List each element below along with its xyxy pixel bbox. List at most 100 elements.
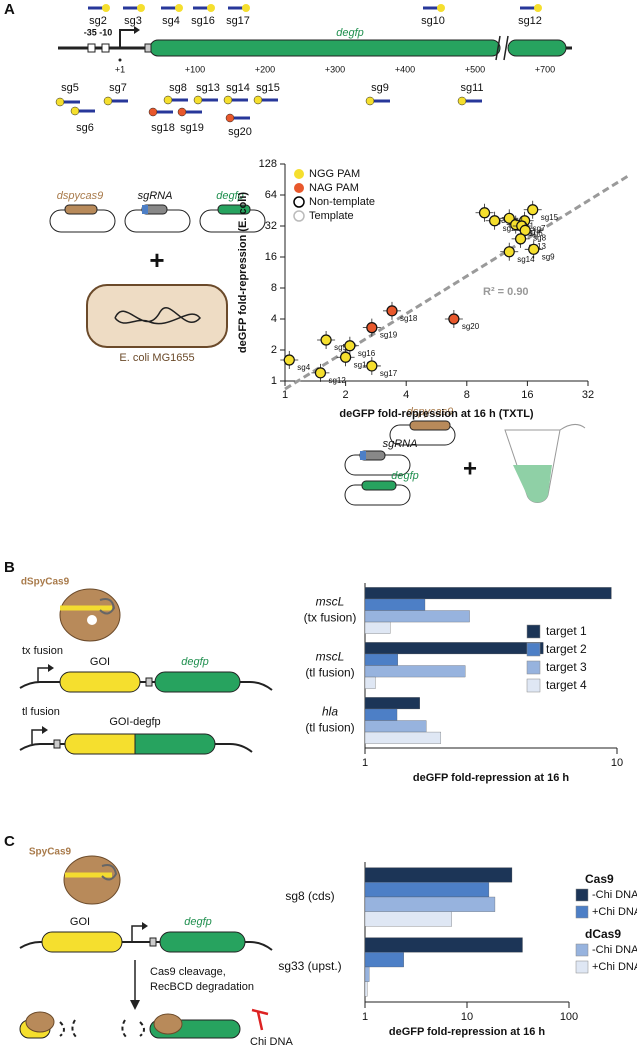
guide-pam: [103, 96, 113, 106]
category-label: mscL: [316, 650, 345, 664]
point-label: sg18: [400, 314, 418, 323]
y-tick-label: 16: [265, 251, 277, 263]
point: [320, 334, 332, 346]
position-label: +300: [325, 64, 345, 74]
x-axis-label: deGFP fold-repression at 16 h (TXTL): [339, 408, 533, 420]
x-tick-label: 8: [464, 389, 470, 401]
point: [340, 351, 352, 363]
x-tick-label: 1: [362, 757, 368, 769]
bar: [364, 598, 426, 611]
bar: [364, 882, 490, 898]
panel-b-diagram: dSpyCas9 tx fusion GOI degfp tl fusion G…: [19, 577, 273, 755]
bar: [364, 697, 420, 710]
x-tick-label: 100: [560, 1011, 578, 1023]
y-tick-label: 4: [271, 313, 277, 325]
guide-label: sg9: [371, 82, 389, 94]
point-label: sg10: [354, 360, 372, 369]
x-tick-label: 1: [362, 1011, 368, 1023]
step-label: RecBCD degradation: [150, 981, 254, 993]
guide-label: sg7: [109, 82, 127, 94]
guide-label: sg16: [191, 15, 215, 27]
plus-sign: +: [463, 455, 477, 482]
panel-label: A: [4, 1, 15, 18]
legend-swatch: [526, 660, 541, 675]
guide-pam: [457, 96, 467, 106]
category-sublabel: (tl fusion): [305, 721, 354, 735]
position-label: +400: [395, 64, 415, 74]
guide-pam: [175, 4, 183, 12]
guide-pam: [70, 106, 80, 116]
protein-label: SpyCas9: [29, 847, 72, 858]
guide-pam: [253, 95, 263, 105]
bar: [364, 896, 496, 912]
bar: [364, 665, 466, 678]
category-label: mscL: [316, 595, 345, 609]
legend-swatch: [575, 960, 589, 974]
legend-swatch: [575, 888, 589, 902]
bar: [364, 981, 368, 997]
x-axis-label: deGFP fold-repression at 16 h: [389, 1026, 546, 1038]
bar: [364, 911, 452, 927]
legend-label: Template: [309, 210, 354, 222]
guide-pam: [207, 4, 215, 12]
legend-swatch: [575, 943, 589, 957]
legend-swatch: [294, 183, 304, 193]
point-label: sg14: [517, 255, 535, 264]
bar: [364, 610, 470, 623]
legend-title: Cas9: [585, 872, 614, 886]
bar: [364, 621, 391, 634]
point: [527, 204, 539, 216]
guide-pam: [365, 96, 375, 106]
position-label: +1: [115, 64, 125, 74]
legend-swatch: [526, 642, 541, 657]
legend-swatch: [575, 905, 589, 919]
guide-pam: [437, 4, 445, 12]
legend-swatch: [526, 678, 541, 693]
protein-label: dSpyCas9: [21, 577, 70, 588]
gene-label: GOI: [90, 656, 110, 668]
bar: [364, 587, 612, 600]
guide-label: sg11: [460, 82, 483, 94]
x-tick-label: 4: [403, 389, 409, 401]
y-tick-label: 8: [271, 282, 277, 294]
legend-label: +Chi DNA: [592, 961, 637, 973]
fit-line: [284, 174, 629, 391]
point-label: sg12: [328, 376, 346, 385]
guide-label: sg15: [256, 82, 280, 94]
guide-label: sg13: [196, 82, 220, 94]
construct-label: tx fusion: [22, 645, 63, 657]
x-tick-label: 10: [461, 1011, 473, 1023]
panel-label: B: [4, 559, 15, 576]
y-tick-label: 1: [271, 375, 277, 387]
legend-label: -Chi DNA: [592, 889, 637, 901]
point-label: sg7: [533, 224, 546, 233]
x-tick-label: 1: [282, 389, 288, 401]
construct-label: tl fusion: [22, 706, 60, 718]
bar: [364, 867, 513, 883]
guide-pam: [223, 95, 233, 105]
legend-label: NAG PAM: [309, 182, 359, 194]
point: [478, 207, 491, 219]
guide-label: sg10: [421, 15, 445, 27]
guide-label: sg5: [61, 82, 79, 94]
bar: [364, 937, 523, 953]
x-tick-label: 10: [611, 757, 623, 769]
position-label: +700: [535, 64, 555, 74]
legend-label: target 1: [546, 624, 587, 638]
guide-pam: [163, 95, 173, 105]
plasmid-label: degfp: [216, 190, 244, 202]
point-label: sg16: [358, 349, 376, 358]
point-label: sg15: [541, 213, 559, 222]
x-tick-label: 16: [521, 389, 533, 401]
legend-label: target 3: [546, 660, 587, 674]
point: [366, 360, 378, 372]
legend-swatch: [526, 624, 541, 639]
category-label: sg33 (upst.): [278, 959, 341, 973]
category-sublabel: (tl fusion): [305, 666, 354, 680]
point-label: sg4: [297, 363, 310, 372]
position-label: +100: [185, 64, 205, 74]
point-label: sg19: [380, 331, 398, 340]
guide-pam: [177, 107, 187, 117]
plasmid-label: dspycas9: [57, 190, 103, 202]
